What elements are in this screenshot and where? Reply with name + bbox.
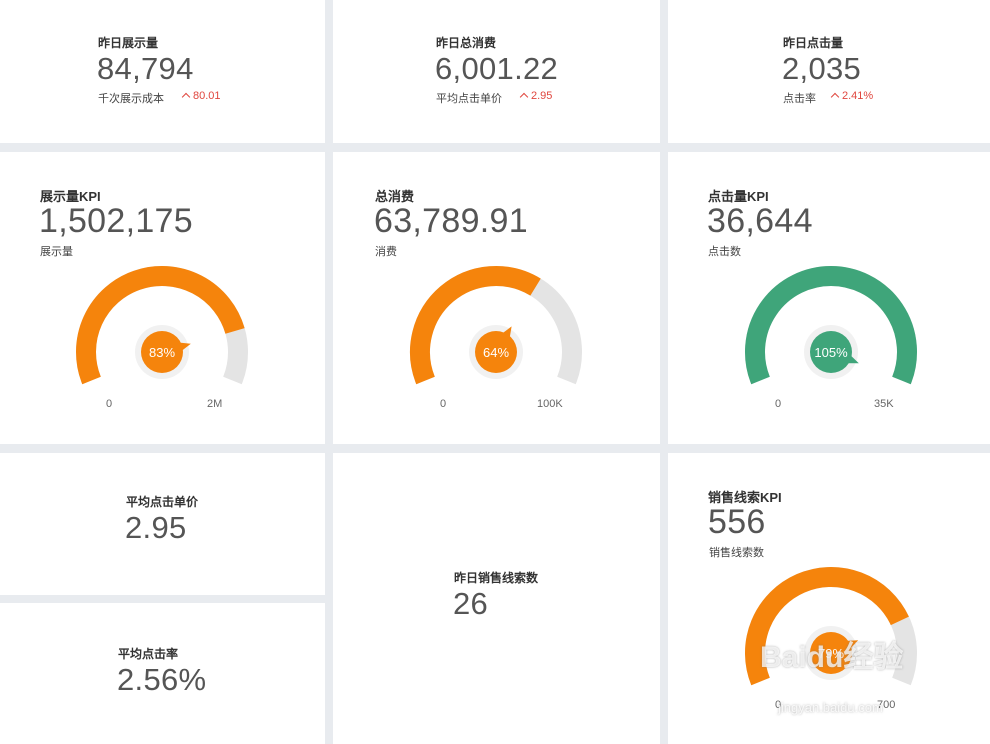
card-yesterday-impressions: 昨日展示量 84,794 千次展示成本 80.01: [0, 0, 325, 143]
kpi-sub-label: 展示量: [40, 246, 73, 258]
gauge-impressions: 83%: [76, 266, 248, 385]
stat-value: 2.95: [125, 510, 187, 545]
card-label: 昨日总消费: [436, 36, 497, 50]
kpi-title: 销售线索KPI: [708, 490, 782, 505]
card-impressions-kpi: 展示量KPI 1,502,175 展示量 83% 0 2M: [0, 152, 325, 444]
card-yesterday-leads: 昨日销售线索数 26: [333, 453, 660, 744]
stat-label: 平均点击单价: [126, 495, 199, 509]
kpi-sub-label: 消费: [375, 246, 397, 258]
gauge-leads: 79%: [745, 567, 917, 686]
gauge-fill: [76, 266, 245, 385]
kpi-sub-label: 点击数: [708, 246, 741, 258]
card-value: 84,794: [97, 51, 194, 86]
gauge-hub: [810, 632, 852, 674]
gauge-min-label: 0: [775, 398, 782, 410]
gauge-min-label: 0: [440, 398, 447, 410]
delta-up: 2.95: [519, 90, 553, 102]
gauge-spend: 64%: [410, 266, 582, 385]
card-yesterday-clicks: 昨日点击量 2,035 点击率 2.41%: [668, 0, 990, 143]
delta-up: 2.41%: [830, 90, 874, 102]
caret-up-icon: [830, 92, 840, 102]
card-clicks-kpi: 点击量KPI 36,644 点击数 105% 0 35K: [668, 152, 990, 444]
kpi-value: 1,502,175: [39, 202, 193, 240]
gauge-percent: 64%: [483, 345, 509, 360]
gauge-clicks: 105%: [745, 266, 917, 385]
card-sub-label: 点击率: [783, 93, 816, 105]
gauge-min-label: 0: [775, 699, 782, 711]
stat-value: 26: [453, 586, 489, 621]
card-avg-ctr: 平均点击率 2.56%: [0, 603, 325, 744]
gauge-percent: 79%: [818, 646, 844, 661]
gauge-fill: [410, 266, 541, 385]
gauge-fill: [745, 266, 917, 385]
card-spend-kpi: 总消费 63,789.91 消费 64% 0 100K: [333, 152, 660, 444]
card-avg-cpc: 平均点击单价 2.95: [0, 453, 325, 595]
gauge-hub: [141, 331, 183, 373]
watermark-logo: Baidu经验: [760, 641, 904, 674]
card-yesterday-spend: 昨日总消费 6,001.22 平均点击单价 2.95: [333, 0, 660, 143]
gauge-percent: 105%: [814, 345, 848, 360]
kpi-title: 点击量KPI: [708, 189, 769, 204]
kpi-title: 展示量KPI: [40, 189, 101, 204]
card-leads-kpi: 销售线索KPI 556 销售线索数 79% 0 700: [668, 453, 990, 744]
caret-up-icon: [181, 92, 191, 102]
delta-value: 2.95: [531, 90, 553, 102]
gauge-percent: 83%: [149, 345, 175, 360]
card-value: 6,001.22: [435, 51, 559, 86]
kpi-value: 556: [708, 503, 766, 541]
gauge-max-label: 2M: [207, 398, 223, 410]
card-value: 2,035: [782, 51, 862, 86]
stat-label: 昨日销售线索数: [454, 571, 539, 585]
kpi-sub-label: 销售线索数: [709, 547, 764, 559]
watermark-url: jingyan.baidu.com: [778, 700, 883, 715]
gauge-fill: [745, 567, 909, 686]
delta-value: 80.01: [193, 90, 221, 102]
stat-value: 2.56%: [117, 662, 207, 697]
gauge-min-label: 0: [106, 398, 113, 410]
card-label: 昨日点击量: [783, 36, 844, 50]
gauge-max-label: 100K: [537, 398, 563, 410]
card-sub-label: 平均点击单价: [436, 93, 502, 105]
gauge-max-label: 700: [877, 699, 896, 711]
kpi-title: 总消费: [375, 189, 415, 204]
delta-value: 2.41%: [842, 90, 874, 102]
gauge-hub: [810, 331, 852, 373]
gauge-max-label: 35K: [874, 398, 894, 410]
delta-up: 80.01: [181, 90, 221, 102]
card-label: 昨日展示量: [98, 36, 159, 50]
kpi-value: 63,789.91: [374, 202, 528, 240]
stat-label: 平均点击率: [118, 647, 179, 661]
kpi-value: 36,644: [707, 202, 813, 240]
caret-up-icon: [519, 92, 529, 102]
card-sub-label: 千次展示成本: [98, 93, 164, 105]
gauge-hub: [475, 331, 517, 373]
